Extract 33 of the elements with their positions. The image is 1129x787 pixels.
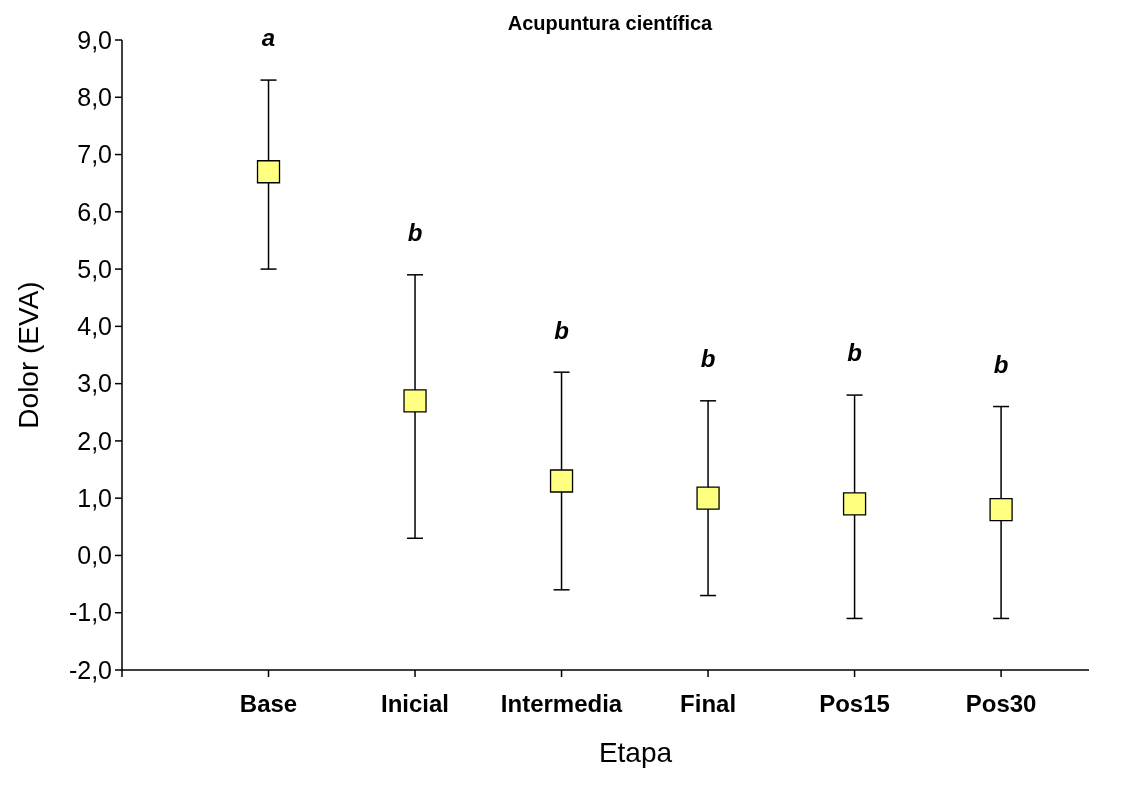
x-axis-title: Etapa <box>598 737 673 768</box>
point <box>989 497 1013 522</box>
y-axis-title: Dolor (EVA) <box>13 281 44 429</box>
point <box>696 486 720 510</box>
x-tick-label: Base <box>239 690 298 717</box>
annotation: b <box>407 219 423 247</box>
annotation: b <box>993 350 1009 378</box>
x-tick-label: Final <box>680 690 737 717</box>
y-tick-label: 0,0 <box>77 541 112 570</box>
x-tick-label: Pos30 <box>965 690 1037 717</box>
y-tick-label: 7,0 <box>77 140 112 169</box>
y-tick-label: 8,0 <box>77 83 112 112</box>
y-tick-label: 4,0 <box>77 312 112 341</box>
y-tick-label: 3,0 <box>77 369 112 398</box>
y-tick-label: 5,0 <box>77 254 112 283</box>
annotation: b <box>554 316 569 344</box>
x-tick-label: Pos15 <box>819 690 890 717</box>
y-tick-label: -1,0 <box>68 598 112 627</box>
annotation: a <box>261 24 276 52</box>
y-tick-label: 1,0 <box>77 483 112 512</box>
y-tick-label: -2,0 <box>68 655 112 684</box>
annotation: b <box>700 345 716 373</box>
chart-title: Acupuntura científica <box>507 12 714 34</box>
point <box>842 492 867 516</box>
point <box>403 389 427 413</box>
point <box>549 469 574 493</box>
y-tick-label: 2,0 <box>77 426 112 455</box>
point <box>256 160 281 184</box>
y-tick-label: 6,0 <box>77 197 112 226</box>
x-tick-label: Intermedia <box>500 690 623 717</box>
y-tick-label: 9,0 <box>77 25 112 54</box>
x-tick-label: Inicial <box>381 690 450 717</box>
annotation: b <box>847 339 862 367</box>
